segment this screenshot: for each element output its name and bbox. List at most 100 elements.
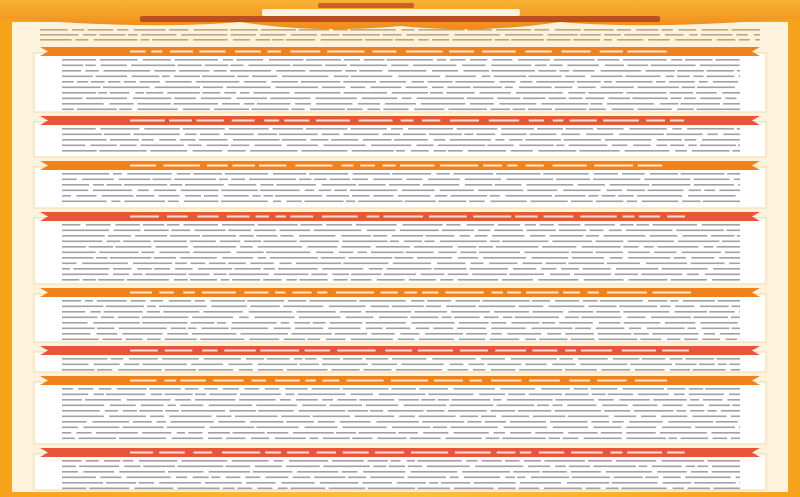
sections <box>33 29 767 491</box>
text-placeholder <box>62 369 95 371</box>
text-placeholder <box>71 29 85 31</box>
text-placeholder <box>250 421 284 423</box>
text-placeholder <box>177 64 202 67</box>
text-placeholder <box>647 189 684 192</box>
text-placeholder <box>667 338 681 341</box>
text-placeholder <box>704 189 715 192</box>
text-placeholder <box>300 224 323 226</box>
text-placeholder <box>388 465 405 468</box>
text-placeholder <box>232 279 261 281</box>
text-placeholder <box>739 311 740 313</box>
text-placeholder <box>649 235 678 237</box>
text-placeholder <box>418 29 465 31</box>
text-placeholder <box>550 273 571 276</box>
text-placeholder <box>578 86 596 89</box>
text-placeholder <box>684 97 696 100</box>
text-placeholder <box>388 184 420 186</box>
text-placeholder <box>363 59 385 61</box>
text-placeholder <box>688 189 702 192</box>
text-placeholder <box>239 246 253 248</box>
text-placeholder <box>586 133 614 136</box>
ribbon-text-placeholder <box>231 119 255 122</box>
text-placeholder <box>184 388 199 390</box>
text-placeholder <box>548 97 567 100</box>
ribbon-text-placeholder <box>543 215 574 218</box>
text-placeholder <box>689 34 698 36</box>
text-placeholder <box>524 251 570 254</box>
text-placeholder <box>493 399 502 401</box>
text-placeholder <box>295 103 311 105</box>
text-placeholder <box>99 251 139 254</box>
text-placeholder <box>159 139 177 141</box>
text-placeholder <box>637 108 672 111</box>
text-placeholder <box>135 92 144 94</box>
text-placeholder <box>167 200 179 203</box>
text-placeholder <box>616 268 659 270</box>
text-placeholder <box>459 415 479 418</box>
text-placeholder <box>568 465 590 468</box>
text-placeholder <box>247 300 285 302</box>
text-placeholder <box>697 465 709 468</box>
text-placeholder <box>548 305 585 308</box>
text-placeholder <box>228 273 269 276</box>
text-placeholder <box>581 246 621 248</box>
text-placeholder <box>466 333 488 335</box>
text-placeholder <box>124 363 140 366</box>
text-placeholder <box>491 327 526 330</box>
text-placeholder <box>627 316 646 319</box>
text-placeholder <box>310 108 345 111</box>
text-placeholder <box>601 369 631 371</box>
text-placeholder <box>144 128 180 130</box>
text-placeholder <box>455 81 495 83</box>
text-placeholder <box>265 476 289 479</box>
text-placeholder <box>490 240 500 243</box>
text-placeholder <box>517 476 526 479</box>
text-placeholder <box>606 262 640 265</box>
text-placeholder <box>729 262 740 265</box>
text-placeholder <box>731 437 740 440</box>
text-placeholder <box>453 487 494 490</box>
text-placeholder <box>118 369 162 371</box>
text-placeholder <box>605 139 652 141</box>
text-placeholder <box>429 92 444 94</box>
ribbon-text-placeholder <box>341 164 354 167</box>
text-placeholder <box>169 415 212 418</box>
text-placeholder <box>606 103 654 105</box>
text-placeholder <box>703 399 723 401</box>
text-placeholder <box>634 410 674 412</box>
ribbon-text-placeholder <box>159 451 185 454</box>
text-placeholder <box>478 305 516 308</box>
text-placeholder <box>597 59 620 61</box>
text-placeholder <box>394 257 414 259</box>
text-placeholder <box>429 133 462 136</box>
text-placeholder <box>506 399 553 401</box>
text-placeholder <box>395 150 405 152</box>
text-placeholder <box>273 327 291 330</box>
text-placeholder <box>703 246 714 248</box>
text-placeholder <box>432 86 444 89</box>
text-placeholder <box>82 262 128 265</box>
text-placeholder <box>420 273 445 276</box>
ribbon-text-placeholder <box>569 119 597 122</box>
text-placeholder <box>203 358 241 360</box>
ribbon-text-placeholder <box>275 291 286 294</box>
text-placeholder <box>346 108 363 111</box>
text-placeholder <box>619 305 658 308</box>
text-placeholder <box>279 229 311 232</box>
text-placeholder <box>200 97 232 100</box>
text-placeholder <box>713 487 740 490</box>
text-placeholder <box>343 133 379 136</box>
text-placeholder <box>439 240 487 243</box>
text-placeholder <box>132 273 143 276</box>
text-placeholder <box>596 128 624 130</box>
ribbon-text-placeholder <box>260 349 300 352</box>
text-placeholder <box>62 64 84 67</box>
text-placeholder <box>532 415 566 418</box>
text-placeholder <box>138 482 155 484</box>
text-placeholder <box>694 482 736 484</box>
ribbon-text-placeholder <box>667 451 685 454</box>
text-placeholder <box>269 59 304 61</box>
text-placeholder <box>382 34 402 36</box>
text-placeholder <box>234 268 261 270</box>
text-placeholder <box>411 300 425 302</box>
